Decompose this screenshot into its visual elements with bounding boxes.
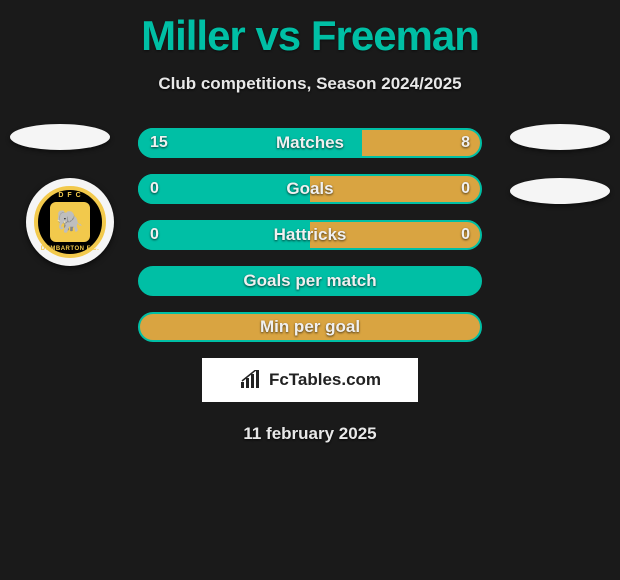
stat-row-hattricks: 0 Hattricks 0 [138,220,482,250]
stat-label: Matches [138,128,482,158]
subtitle: Club competitions, Season 2024/2025 [0,74,620,94]
attribution-badge: FcTables.com [202,358,418,402]
stat-value-right: 8 [461,128,470,158]
stat-row-goals: 0 Goals 0 [138,174,482,204]
stat-value-right: 0 [461,174,470,204]
stat-row-min-per-goal: Min per goal [138,312,482,342]
stat-label: Goals per match [138,266,482,296]
stat-row-matches: 15 Matches 8 [138,128,482,158]
chart-icon [239,370,263,390]
stats-container: 15 Matches 8 0 Goals 0 0 Hattricks 0 Goa… [0,128,620,342]
stat-label: Goals [138,174,482,204]
stat-label: Hattricks [138,220,482,250]
stat-value-right: 0 [461,220,470,250]
date-label: 11 february 2025 [0,424,620,444]
page-title: Miller vs Freeman [0,0,620,60]
attribution-text: FcTables.com [269,370,381,390]
stat-label: Min per goal [138,312,482,342]
stat-row-goals-per-match: Goals per match [138,266,482,296]
